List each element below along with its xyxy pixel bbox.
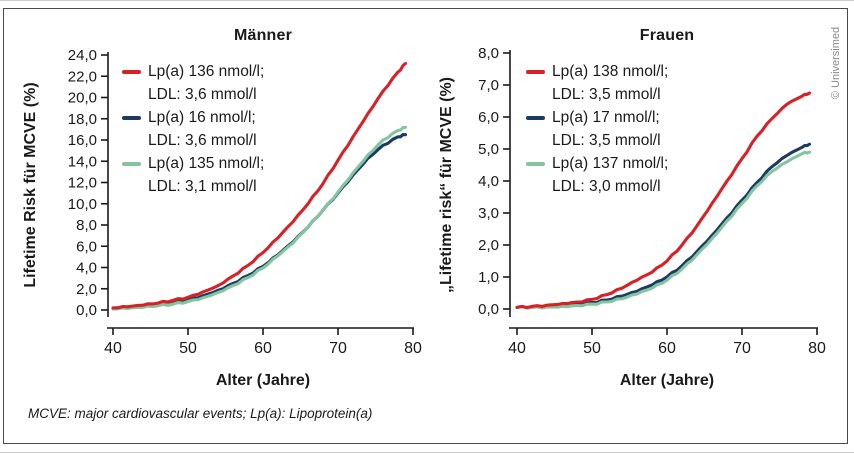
legend-item: Lp(a) 16 nmol/l; LDL: 3,6 mmol/l (122, 106, 264, 152)
legend-swatch-red (122, 69, 141, 74)
legend-swatch-green (526, 161, 545, 166)
legend-label: Lp(a) 136 nmol/l; LDL: 3,6 mmol/l (148, 63, 265, 103)
legend-swatch-red (526, 69, 545, 74)
legend-swatch-green (122, 161, 141, 166)
legend-label: Lp(a) 16 nmol/l; LDL: 3,6 mmol/l (148, 109, 257, 149)
footnote: MCVE: major cardiovascular events; Lp(a)… (28, 406, 373, 421)
legend-item: Lp(a) 137 nmol/l; LDL: 3,0 mmol/l (526, 152, 668, 198)
legend-swatch-blue (122, 115, 141, 120)
y-axis-label-right: „Lifetime risk“ für MCVE (%) (438, 76, 455, 294)
panel-title-frauen: Frauen (639, 27, 695, 44)
copyright-credit: © Universimed (830, 26, 842, 100)
top-edge-line (0, 0, 854, 1)
legend-label: Lp(a) 17 nmol/l; LDL: 3,5 mmol/l (552, 109, 661, 149)
legend-label: Lp(a) 135 nmol/l; LDL: 3,1 mmol/l (148, 155, 265, 195)
legend-item: Lp(a) 17 nmol/l; LDL: 3,5 mmol/l (526, 106, 668, 152)
legend-item: Lp(a) 135 nmol/l; LDL: 3,1 mmol/l (122, 152, 264, 198)
x-axis-label-right: Alter (Jahre) (619, 372, 715, 389)
legend-frauen: Lp(a) 138 nmol/l; LDL: 3,5 mmol/l Lp(a) 17… (526, 60, 668, 198)
x-axis-label-left: Alter (Jahre) (215, 372, 311, 389)
y-axis-label-left: Lifetime Risk für MCVE (%) (22, 82, 39, 288)
figure-frame (3, 8, 848, 444)
legend-maenner: Lp(a) 136 nmol/l; LDL: 3,6 mmol/l Lp(a) 16… (122, 60, 264, 198)
legend-label: Lp(a) 137 nmol/l; LDL: 3,0 mmol/l (552, 155, 669, 195)
legend-label: Lp(a) 138 nmol/l; LDL: 3,5 mmol/l (552, 63, 669, 103)
legend-swatch-blue (526, 115, 545, 120)
legend-item: Lp(a) 138 nmol/l; LDL: 3,5 mmol/l (526, 60, 668, 106)
legend-item: Lp(a) 136 nmol/l; LDL: 3,6 mmol/l (122, 60, 264, 106)
panel-title-maenner: Männer (233, 27, 293, 44)
